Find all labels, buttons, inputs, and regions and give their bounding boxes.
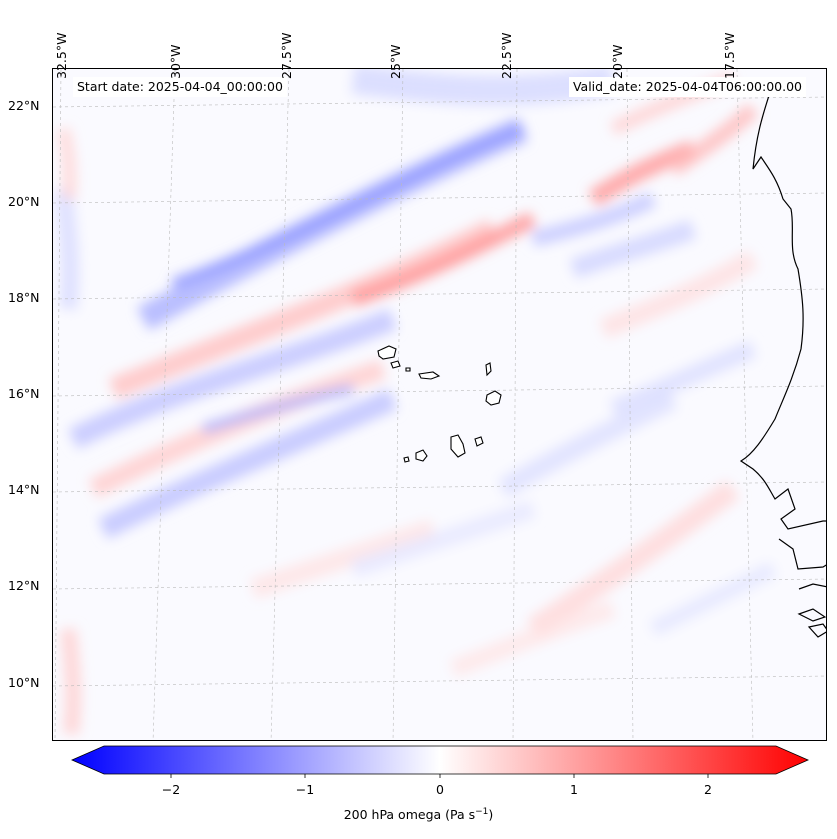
omega-band-neg [531,191,657,247]
colorbar-tick-marks [170,774,709,778]
island-brava [403,456,410,463]
colorbar-label-close: ) [488,807,494,823]
gridline [152,69,176,740]
omega-band-neg [68,308,398,449]
omega-band-neg [98,388,398,539]
omega-band-neg [497,390,678,498]
gridline [512,69,518,740]
colorbar-tick-label: 2 [704,782,712,797]
lat-label: 22°N [8,98,40,113]
omega-band-neg [609,340,757,418]
omega-band-neg [201,384,354,434]
island-santiago [450,434,466,458]
start-date-label: Start date: 2025-04-04_00:00:00 [73,77,287,97]
lat-label: 16°N [8,386,40,401]
lon-label: 20°W [610,44,625,79]
omega-band-neg [171,123,526,290]
island-boa-vista [485,390,502,406]
gridline [270,69,290,740]
omega-band-pos [449,600,616,678]
island-santa-luzia [405,367,411,372]
lon-label: 25°W [388,44,403,79]
colorbar-label: 200 hPa omega (Pa s−1) [0,807,837,822]
graticule [53,69,826,740]
gridline [392,69,404,740]
gridline [626,69,634,740]
lat-label: 18°N [8,290,40,305]
island-maio [474,436,484,447]
colorbar-tick-label: −2 [161,782,181,797]
lon-label: 17.5°W [722,32,737,79]
island-sao-vicente [390,360,401,369]
omega-band-pos [60,628,82,735]
omega-band-neg [649,561,777,637]
omega-band-neg [350,500,536,578]
colorbar-tick-label: −1 [295,782,315,797]
colorbar-bar [71,745,809,775]
lat-label: 12°N [8,578,40,593]
omega-band-pos [56,127,77,200]
omega-bands [54,69,777,735]
lon-label: 22.5°W [499,32,514,79]
lat-label: 10°N [8,675,40,690]
colorbar-label-exponent: −1 [475,807,489,817]
omega-field-map [53,69,826,740]
cape-verde-islands [377,345,502,463]
lon-label: 32.5°W [54,32,69,79]
island-fogo [415,449,428,462]
lat-label: 14°N [8,482,40,497]
colorbar-tick-label: 0 [436,782,444,797]
gridline [736,69,754,740]
omega-band-pos [588,140,697,207]
africa-coastline [739,88,826,638]
lat-label: 20°N [8,194,40,209]
colorbar-tick-label: 1 [570,782,578,797]
omega-band-neg [569,219,697,279]
omega-band-neg [54,187,80,311]
omega-band-pos [526,480,740,639]
island-sao-nicolau [418,371,441,380]
valid-date-label: Valid_date: 2025-04-04T06:00:00.00 [568,77,806,97]
omega-band-pos [108,219,498,400]
omega-band-pos [668,103,759,176]
colorbar [71,745,809,778]
omega-band-pos [599,250,759,339]
lon-label: 27.5°W [279,32,294,79]
gridline [54,69,62,740]
colorbar-label-text: 200 hPa omega (Pa s [343,807,476,823]
omega-band-pos [249,519,437,599]
lon-label: 30°W [168,44,183,79]
omega-band-pos [350,211,537,307]
map-panel: Start date: 2025-04-04_00:00:00 Valid_da… [52,68,827,741]
island-santo-antao [377,345,397,360]
island-sal [485,362,492,377]
